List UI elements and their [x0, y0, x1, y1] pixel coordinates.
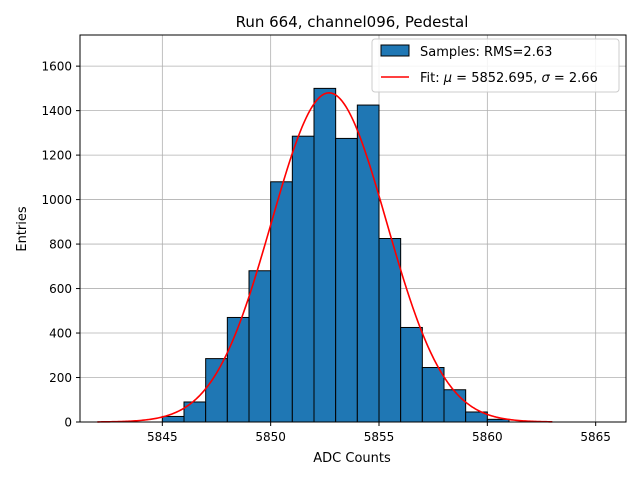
- legend-fit-sigma-symbol: σ: [542, 71, 551, 86]
- x-tick-label: 5860: [472, 430, 503, 444]
- y-axis-ticks: 0 200 400 600 800 1000 1200 1400 1600: [41, 60, 80, 430]
- y-tick-label: 1400: [41, 104, 72, 118]
- legend-fit-mu-symbol: μ: [443, 71, 452, 86]
- y-tick-label: 400: [49, 327, 72, 341]
- histogram-bar: [421, 367, 445, 423]
- histogram-bar: [356, 104, 380, 423]
- histogram-bars: [161, 87, 510, 423]
- y-tick-label: 1200: [41, 149, 72, 163]
- histogram-bar: [400, 326, 423, 423]
- y-tick-label: 0: [64, 416, 72, 430]
- histogram-bar: [226, 316, 250, 423]
- histogram-bar: [378, 238, 402, 423]
- x-tick-label: 5855: [364, 430, 395, 444]
- histogram-bar: [205, 358, 228, 423]
- histogram-bar: [248, 270, 272, 423]
- x-tick-label: 5845: [147, 430, 178, 444]
- y-tick-label: 200: [49, 371, 72, 385]
- y-tick-label: 800: [49, 238, 72, 252]
- plot-area: [79, 34, 627, 423]
- legend: Samples: RMS=2.63 Fit: μ = 5852.695, σ =…: [371, 38, 620, 93]
- legend-fit-label: Fit: μ = 5852.695, σ = 2.66: [420, 71, 598, 86]
- legend-fit-text-1: Fit:: [420, 71, 444, 86]
- histogram-bar: [335, 137, 358, 423]
- legend-fit-text-3: = 2.66: [550, 71, 598, 86]
- x-axis-ticks: 5845 5850 5855 5860 5865: [147, 422, 611, 444]
- y-tick-label: 600: [49, 282, 72, 296]
- legend-samples-swatch: [380, 44, 410, 57]
- histogram-bar: [291, 135, 315, 423]
- histogram-bar: [161, 415, 185, 423]
- x-axis-label: ADC Counts: [313, 451, 391, 466]
- histogram-bar: [313, 87, 337, 423]
- x-tick-label: 5865: [580, 430, 611, 444]
- histogram-bar: [270, 181, 293, 423]
- y-tick-label: 1000: [41, 193, 72, 207]
- legend-samples-label: Samples: RMS=2.63: [420, 45, 552, 60]
- gaussian-fit-line: [97, 92, 553, 423]
- y-axis-label: Entries: [15, 206, 30, 252]
- histogram-bar: [183, 401, 207, 423]
- histogram-bar: [443, 389, 467, 423]
- legend-fit-text-2: = 5852.695,: [452, 71, 541, 86]
- chart-title: Run 664, channel096, Pedestal: [236, 13, 469, 31]
- axes-frame: [79, 34, 627, 423]
- legend-box: [371, 38, 620, 93]
- x-tick-label: 5850: [255, 430, 286, 444]
- y-tick-label: 1600: [41, 60, 72, 74]
